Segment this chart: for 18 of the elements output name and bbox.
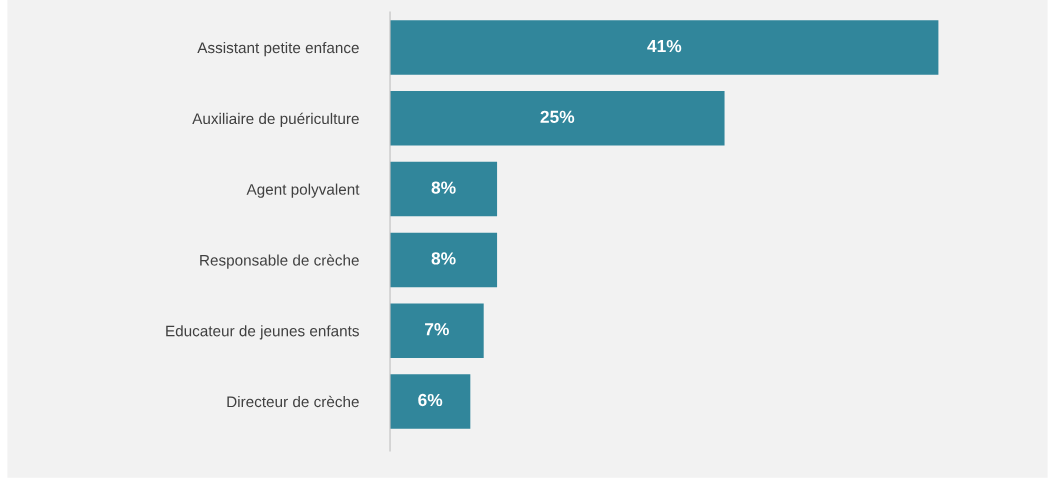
data-label: 41% xyxy=(647,39,682,53)
y-tick-label: Agent polyvalent xyxy=(246,183,360,198)
bar xyxy=(390,232,498,288)
bar xyxy=(390,91,725,146)
data-label: 25% xyxy=(540,110,575,123)
bar xyxy=(390,161,498,217)
y-tick-label: Assistant petite enfance xyxy=(197,41,359,57)
bar xyxy=(390,20,939,75)
bar xyxy=(390,303,484,358)
y-tick-label: Responsable de crèche xyxy=(200,254,359,269)
bar xyxy=(390,374,471,429)
data-label: 8% xyxy=(431,252,456,265)
data-label: 7% xyxy=(425,323,449,336)
y-tick-label: Directeur de crèche xyxy=(227,395,359,408)
data-label: 6% xyxy=(418,393,443,407)
data-label: 8% xyxy=(431,181,456,194)
y-tick-label: Auxiliaire de puériculture xyxy=(192,112,359,128)
y-tick-label: Educateur de jeunes enfants xyxy=(166,325,359,340)
